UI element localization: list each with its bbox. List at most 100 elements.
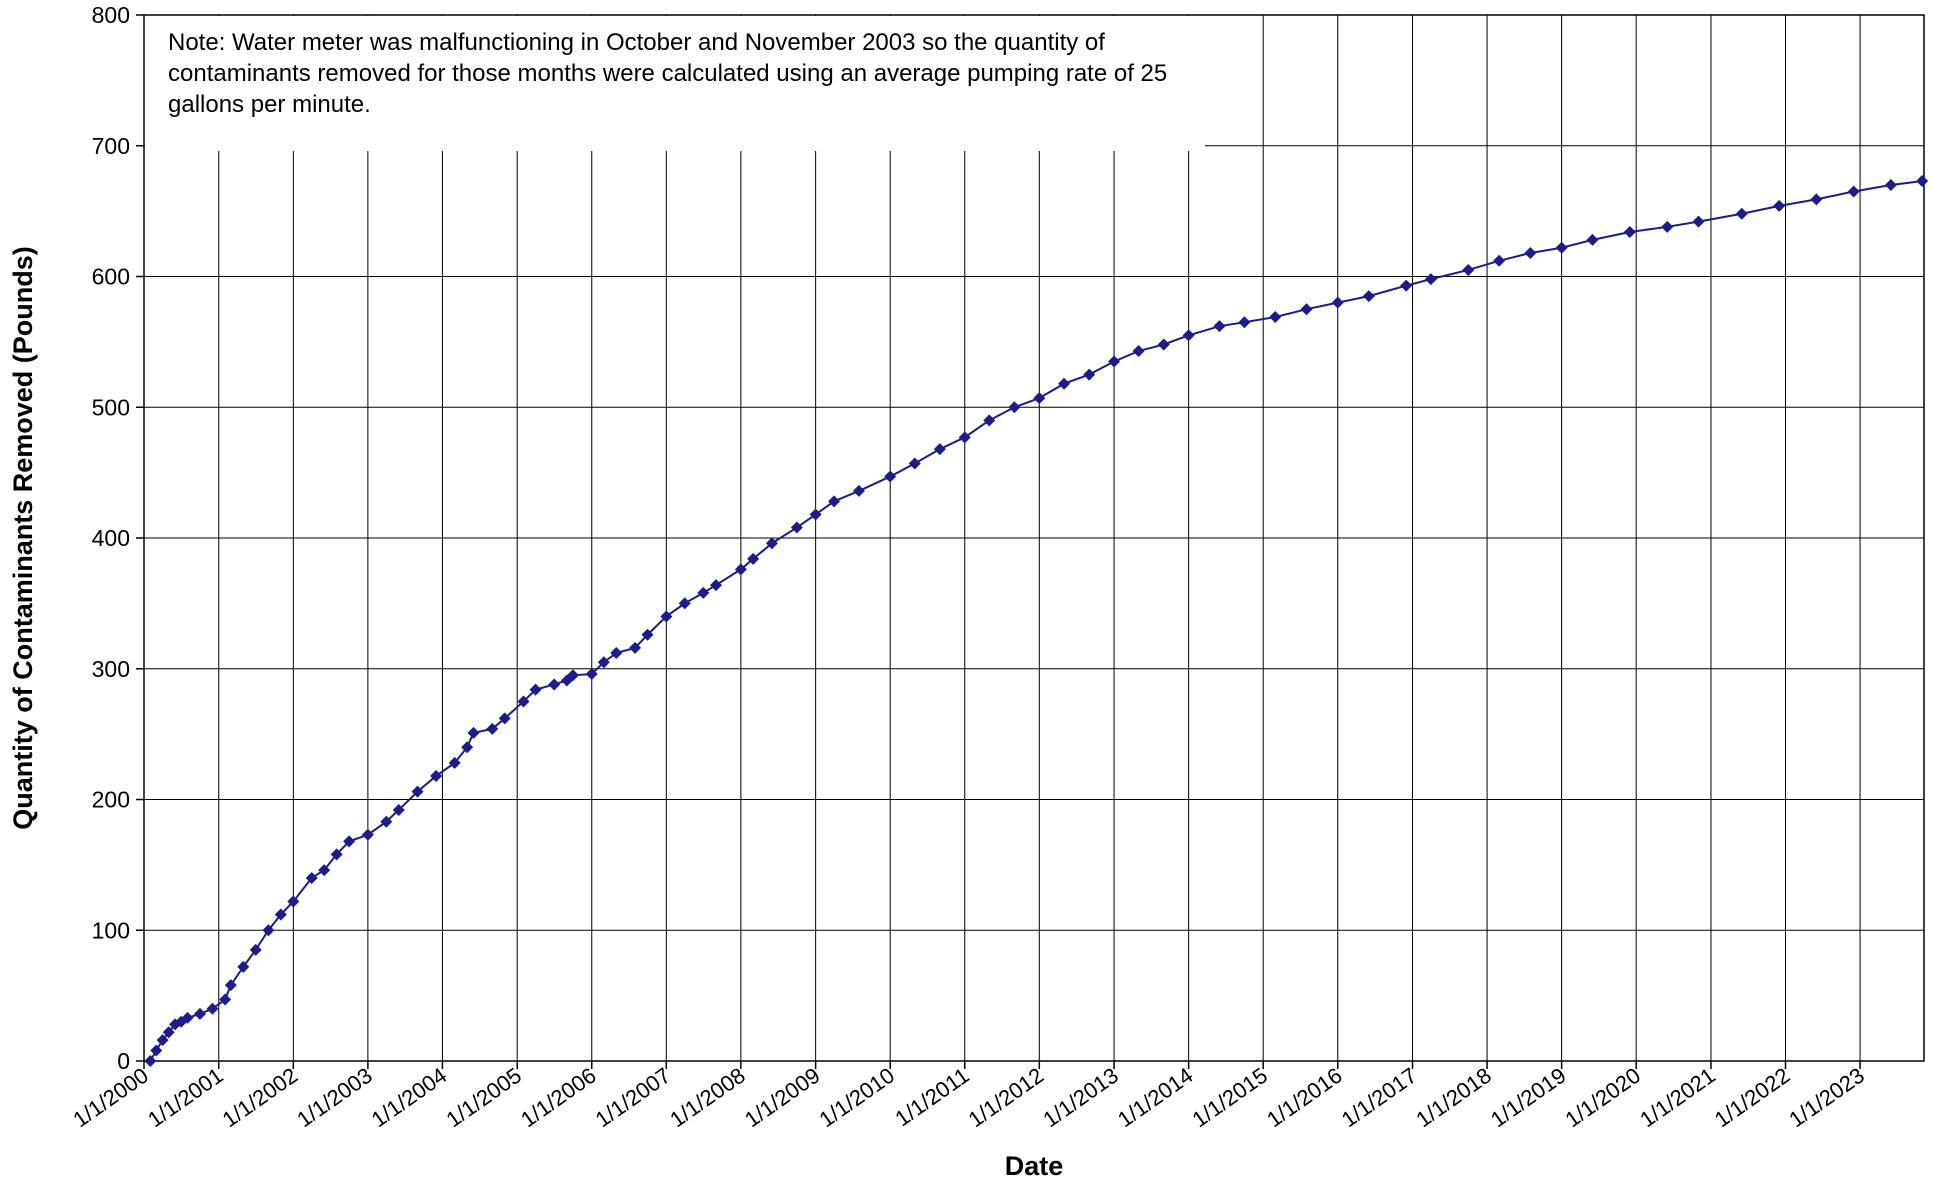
data-marker (585, 667, 598, 680)
data-marker (1586, 233, 1599, 246)
x-tick-label: 1/1/2005 (442, 1063, 526, 1133)
data-marker (1300, 303, 1313, 316)
data-marker (1847, 185, 1860, 198)
data-marker (162, 1026, 175, 1039)
annotation-box (145, 16, 1205, 151)
x-tick-label: 1/1/2021 (1635, 1063, 1719, 1133)
x-tick-label: 1/1/2018 (1411, 1063, 1495, 1133)
y-tick-label: 500 (92, 394, 130, 420)
y-tick-label: 0 (117, 1048, 130, 1074)
x-tick-label: 1/1/2012 (964, 1063, 1048, 1133)
data-marker (1692, 215, 1705, 228)
x-tick-label: 1/1/2019 (1486, 1063, 1570, 1133)
data-marker (330, 848, 343, 861)
x-tick-label: 1/1/2007 (591, 1063, 675, 1133)
data-marker (1735, 207, 1748, 220)
y-tick-label: 800 (92, 2, 130, 28)
data-marker (933, 443, 946, 456)
data-marker (156, 1034, 169, 1047)
data-marker (1810, 193, 1823, 206)
x-tick-label: 1/1/2000 (68, 1063, 152, 1133)
data-line (149, 180, 1923, 1062)
data-marker (884, 470, 897, 483)
annotation: Note: Water meter was malfunctioning in … (168, 29, 1168, 118)
data-marker (709, 579, 722, 592)
x-tick-label: 1/1/2010 (815, 1063, 899, 1133)
data-marker (790, 521, 803, 534)
data-marker (411, 785, 424, 798)
x-tick-label: 1/1/2015 (1188, 1063, 1272, 1133)
data-marker (1362, 290, 1375, 303)
data-marker (765, 537, 778, 550)
data-marker (697, 586, 710, 599)
data-marker (1884, 178, 1897, 191)
data-marker (1083, 368, 1096, 381)
x-tick-label: 1/1/2020 (1561, 1063, 1645, 1133)
data-marker (287, 895, 300, 908)
data-marker (747, 552, 760, 565)
data-marker (1916, 175, 1929, 188)
data-marker (1213, 320, 1226, 333)
data-marker (498, 712, 511, 725)
data-marker (1132, 345, 1145, 358)
data-marker (380, 815, 393, 828)
data-marker (1462, 263, 1475, 276)
y-axis-label: Quantity of Contaminants Removed (Pounds… (8, 246, 38, 830)
data-marker (1623, 226, 1636, 239)
data-marker (193, 1007, 206, 1020)
data-marker (548, 678, 561, 691)
data-marker (734, 563, 747, 576)
x-tick-label: 1/1/2006 (516, 1063, 600, 1133)
data-marker (343, 835, 356, 848)
data-marker (517, 695, 530, 708)
data-marker (529, 683, 542, 696)
data-marker (486, 722, 499, 735)
y-tick-label: 600 (92, 264, 130, 290)
data-marker (852, 484, 865, 497)
y-tick-label: 200 (92, 787, 130, 813)
plot-border (143, 14, 1925, 1062)
y-tick-label: 700 (92, 133, 130, 159)
x-tick-label: 1/1/2023 (1784, 1063, 1868, 1133)
data-marker (1033, 392, 1046, 405)
data-marker (660, 610, 673, 623)
data-marker (908, 457, 921, 470)
data-marker (181, 1011, 194, 1024)
data-marker (1008, 401, 1021, 414)
data-marker (224, 979, 237, 992)
data-marker (1524, 246, 1537, 259)
x-tick-label: 1/1/2017 (1337, 1063, 1421, 1133)
x-tick-label: 1/1/2008 (665, 1063, 749, 1133)
x-tick-label: 1/1/2016 (1262, 1063, 1346, 1133)
data-marker (1058, 377, 1071, 390)
data-marker (809, 508, 822, 521)
data-marker (249, 943, 262, 956)
data-marker (461, 741, 474, 754)
data-marker (237, 960, 250, 973)
data-marker (1555, 241, 1568, 254)
x-tick-label: 1/1/2011 (890, 1063, 973, 1132)
y-tick-label: 400 (92, 525, 130, 551)
data-marker (597, 656, 610, 669)
data-marker (1269, 311, 1282, 324)
data-marker (1331, 296, 1344, 309)
data-marker (262, 924, 275, 937)
data-marker (430, 769, 443, 782)
y-tick-label: 300 (92, 656, 130, 682)
data-marker (1661, 220, 1674, 233)
data-marker (1773, 199, 1786, 212)
data-marker (219, 993, 232, 1006)
data-marker (629, 641, 642, 654)
x-tick-label: 1/1/2014 (1113, 1063, 1197, 1133)
data-marker (828, 495, 841, 508)
data-marker (361, 828, 374, 841)
data-marker (274, 908, 287, 921)
x-tick-label: 1/1/2001 (143, 1063, 227, 1133)
data-marker (1238, 316, 1251, 329)
data-marker (144, 1055, 157, 1067)
data-marker (641, 628, 654, 641)
data-marker (318, 864, 331, 877)
data-marker (958, 431, 971, 444)
